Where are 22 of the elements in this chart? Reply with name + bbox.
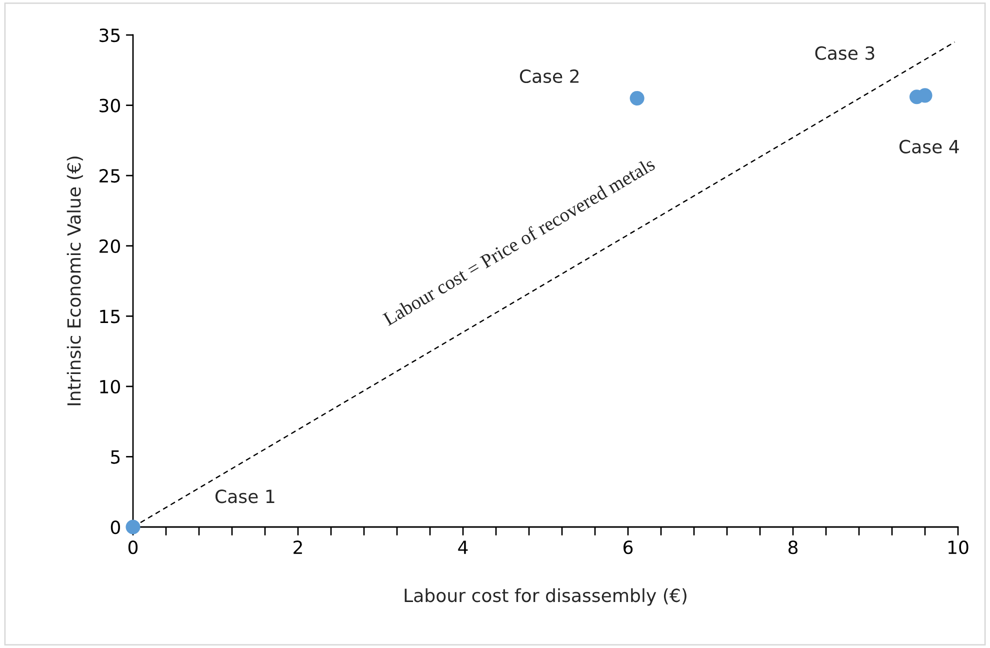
annotation: Case 2 [520,69,579,84]
y-tick-label: 10 [100,380,120,394]
y-tick-label: 0 [110,520,120,534]
point [630,90,644,106]
annotation: Case 1 [216,490,274,504]
x-tick-label: 0 [128,540,138,554]
y-tick-label: 30 [100,98,120,112]
y-tick-label: 35 [100,28,120,42]
x-tick-label: 2 [294,540,302,554]
x-tick-label: 10 [948,540,968,554]
y-tick-label: 25 [100,169,120,183]
x-tick-label: 8 [788,540,798,554]
x-tick-label: 4 [458,540,468,554]
x-axis-title: Labour cost for disassembly (€) [404,588,686,606]
annotation: Case 3 [815,46,874,60]
x-tick-label: 6 [624,540,633,554]
annotation: Case 4 [899,140,959,154]
y-axis-title: Intrinsic Economic Value (€) [66,156,83,406]
y-tick-label: 5 [111,450,120,464]
point [918,88,932,103]
y-tick-label: 20 [100,239,120,253]
y-tick-label: 15 [100,310,120,324]
